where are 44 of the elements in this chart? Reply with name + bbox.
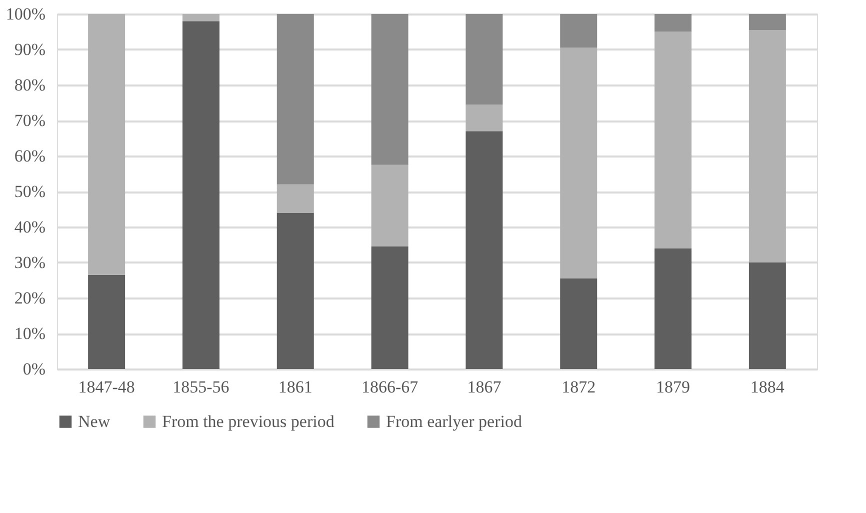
bar xyxy=(371,246,408,369)
bar xyxy=(276,212,314,369)
bar xyxy=(748,30,786,262)
y-tick-label: 40% xyxy=(14,218,46,236)
y-tick-label: 50% xyxy=(14,182,46,201)
legend-label: From the previous period xyxy=(162,412,335,431)
y-tick-label: 60% xyxy=(14,146,46,166)
y-tick-label: 70% xyxy=(14,111,46,130)
x-tick-label: 1855-56 xyxy=(172,378,230,396)
x-tick-label: 1866-67 xyxy=(361,378,419,396)
x-tick-label: 1867 xyxy=(467,378,502,396)
x-tick-label: 1884 xyxy=(750,378,785,396)
bar xyxy=(371,164,408,247)
bar xyxy=(371,14,408,165)
x-tick-label: 1861 xyxy=(278,378,312,396)
y-tick-label: 0% xyxy=(22,360,46,378)
x-tick-label: 1879 xyxy=(656,378,690,396)
y-tick-label: 100% xyxy=(6,4,46,24)
x-tick-label: 1872 xyxy=(562,378,596,396)
bar xyxy=(748,262,786,369)
legend-label: From earlyer period xyxy=(386,412,522,431)
y-tick-label: 90% xyxy=(14,40,46,59)
bar xyxy=(654,32,692,248)
bar xyxy=(466,131,503,369)
bar xyxy=(560,48,598,278)
bar xyxy=(466,104,503,132)
bar xyxy=(182,21,220,369)
bar xyxy=(466,14,503,105)
bar xyxy=(88,274,126,369)
y-tick-label: 20% xyxy=(14,288,46,308)
bar xyxy=(560,14,598,48)
bar xyxy=(654,14,692,32)
bar xyxy=(654,248,692,369)
bar xyxy=(182,14,220,22)
bar xyxy=(560,278,598,369)
bar xyxy=(748,14,786,30)
bar xyxy=(276,14,314,184)
bar xyxy=(276,184,314,213)
x-tick-label: 1847-48 xyxy=(78,378,135,396)
y-tick-label: 80% xyxy=(14,76,46,94)
legend-label: New xyxy=(78,412,111,431)
y-tick-label: 30% xyxy=(14,253,46,272)
y-tick-label: 10% xyxy=(14,324,46,343)
bar xyxy=(88,14,126,275)
